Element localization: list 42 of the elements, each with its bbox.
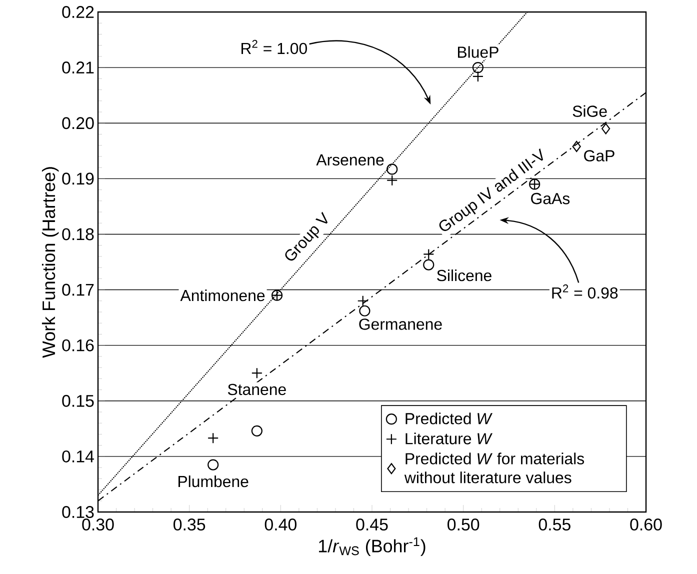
x-tick-label: 0.40 (264, 518, 296, 531)
y-tick-label: 0.22 (62, 6, 94, 18)
point (208, 459, 219, 470)
annotation: SiGe (572, 105, 607, 117)
y-tick-label: 0.18 (62, 228, 94, 240)
y-tick-label: 0.13 (62, 506, 94, 518)
y-tick-label: 0.19 (62, 172, 94, 185)
x-axis-title: 1/r$_{WS}$ (Bohr$^{-1}$) (319, 537, 426, 556)
point (423, 259, 434, 270)
annotation: BlueP (458, 46, 498, 58)
annotation: Stanene (228, 384, 286, 396)
legend-label: Predicted W for materials without literature values (404, 452, 584, 484)
point (472, 62, 484, 74)
y-tick-label: 0.20 (62, 117, 94, 130)
point (359, 305, 370, 316)
annotation: Plumbene (178, 475, 248, 488)
annotation: R$^{2}$ = 1.00 (242, 40, 307, 54)
annotation: Antimonene (180, 289, 265, 302)
y-tick-label: 0.14 (62, 450, 94, 462)
y-axis-title: Work Function (Hartree) (42, 167, 59, 358)
annotation: Arsenene (316, 154, 384, 166)
x-tick-label: 0.60 (630, 518, 662, 531)
annotation: Germanene (359, 318, 442, 330)
x-tick-label: 0.50 (448, 518, 480, 531)
point (251, 425, 262, 436)
y-tick-label: 0.21 (62, 62, 94, 74)
x-tick-label: 0.30 (82, 518, 114, 531)
x-tick-label: 0.45 (356, 518, 388, 531)
point (386, 164, 398, 175)
annotation: Silicene (437, 269, 492, 282)
legend-label: Literature W (406, 432, 492, 444)
x-tick-label: 0.35 (174, 518, 206, 531)
point (572, 140, 581, 152)
legend-label: Predicted W (406, 412, 492, 424)
x-tick-label: 0.55 (538, 518, 570, 531)
annotation: R$^{2}$ = 0.98 (552, 284, 618, 299)
point (602, 123, 610, 134)
y-tick-label: 0.15 (62, 394, 94, 407)
y-tick-label: 0.16 (62, 339, 94, 352)
annotation: GaP (584, 150, 614, 162)
annotation: GaAs (531, 192, 570, 204)
y-tick-label: 0.17 (62, 284, 94, 296)
